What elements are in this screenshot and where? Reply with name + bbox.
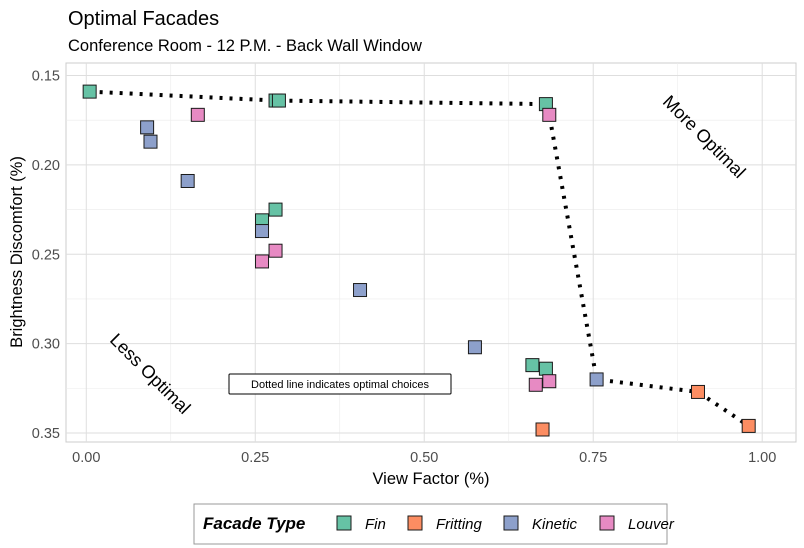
x-tick-label: 0.00 (72, 450, 100, 466)
legend: Facade Type Fin Fritting Kinetic Louver (193, 503, 675, 545)
chart-title: Optimal Facades (68, 8, 219, 30)
series-fin (82, 84, 553, 376)
legend-key-louver (599, 515, 615, 531)
points-layer (82, 84, 756, 437)
point-kinetic (140, 120, 155, 135)
point-kinetic (180, 173, 195, 188)
legend-box (193, 503, 668, 545)
point-fin (268, 202, 283, 217)
y-tick-label: 0.25 (32, 247, 60, 263)
x-tick-label: 0.50 (410, 450, 438, 466)
point-fin (538, 361, 553, 376)
x-axis-ticks: 0.00 0.25 0.50 0.75 1.00 (72, 450, 776, 466)
y-axis-title: Brightness Discomfort (%) (8, 156, 26, 348)
point-fritting (741, 418, 756, 433)
point-fin (271, 93, 286, 108)
point-kinetic (589, 372, 604, 387)
series-fritting (535, 384, 756, 437)
point-kinetic (143, 134, 158, 149)
y-tick-label: 0.15 (32, 69, 60, 85)
y-tick-label: 0.30 (32, 337, 60, 353)
point-louver (190, 107, 205, 122)
legend-label-louver: Louver (628, 516, 675, 533)
point-louver (542, 107, 557, 122)
point-louver (255, 254, 270, 269)
note-box (228, 373, 452, 395)
point-kinetic (467, 340, 482, 355)
y-tick-label: 0.20 (32, 158, 60, 174)
point-fritting (535, 422, 550, 437)
series-kinetic (140, 120, 604, 387)
grid (66, 63, 796, 442)
legend-label-kinetic: Kinetic (532, 516, 578, 533)
legend-key-fin (336, 515, 352, 531)
legend-label-fritting: Fritting (436, 516, 483, 533)
chart-subtitle: Conference Room - 12 P.M. - Back Wall Wi… (68, 37, 422, 55)
series-louver (190, 107, 557, 392)
legend-key-fritting (407, 515, 423, 531)
y-axis-ticks: 0.15 0.20 0.25 0.30 0.35 (32, 69, 60, 443)
point-louver (528, 377, 543, 392)
point-kinetic (353, 283, 368, 298)
point-fin (82, 84, 97, 99)
x-tick-label: 0.25 (241, 450, 269, 466)
x-tick-label: 0.75 (579, 450, 607, 466)
x-tick-label: 1.00 (748, 450, 776, 466)
x-axis-title: View Factor (%) (372, 470, 489, 488)
legend-key-kinetic (503, 515, 519, 531)
note-label: Dotted line indicates optimal choices (251, 379, 429, 391)
legend-label-fin: Fin (365, 516, 386, 533)
legend-items: Fin Fritting Kinetic Louver (336, 515, 675, 533)
y-tick-label: 0.35 (32, 426, 60, 442)
legend-title: Facade Type (203, 514, 305, 533)
point-kinetic (255, 224, 270, 239)
point-louver (268, 243, 283, 258)
point-louver (542, 374, 557, 389)
point-fritting (690, 384, 705, 399)
point-fin (525, 358, 540, 373)
